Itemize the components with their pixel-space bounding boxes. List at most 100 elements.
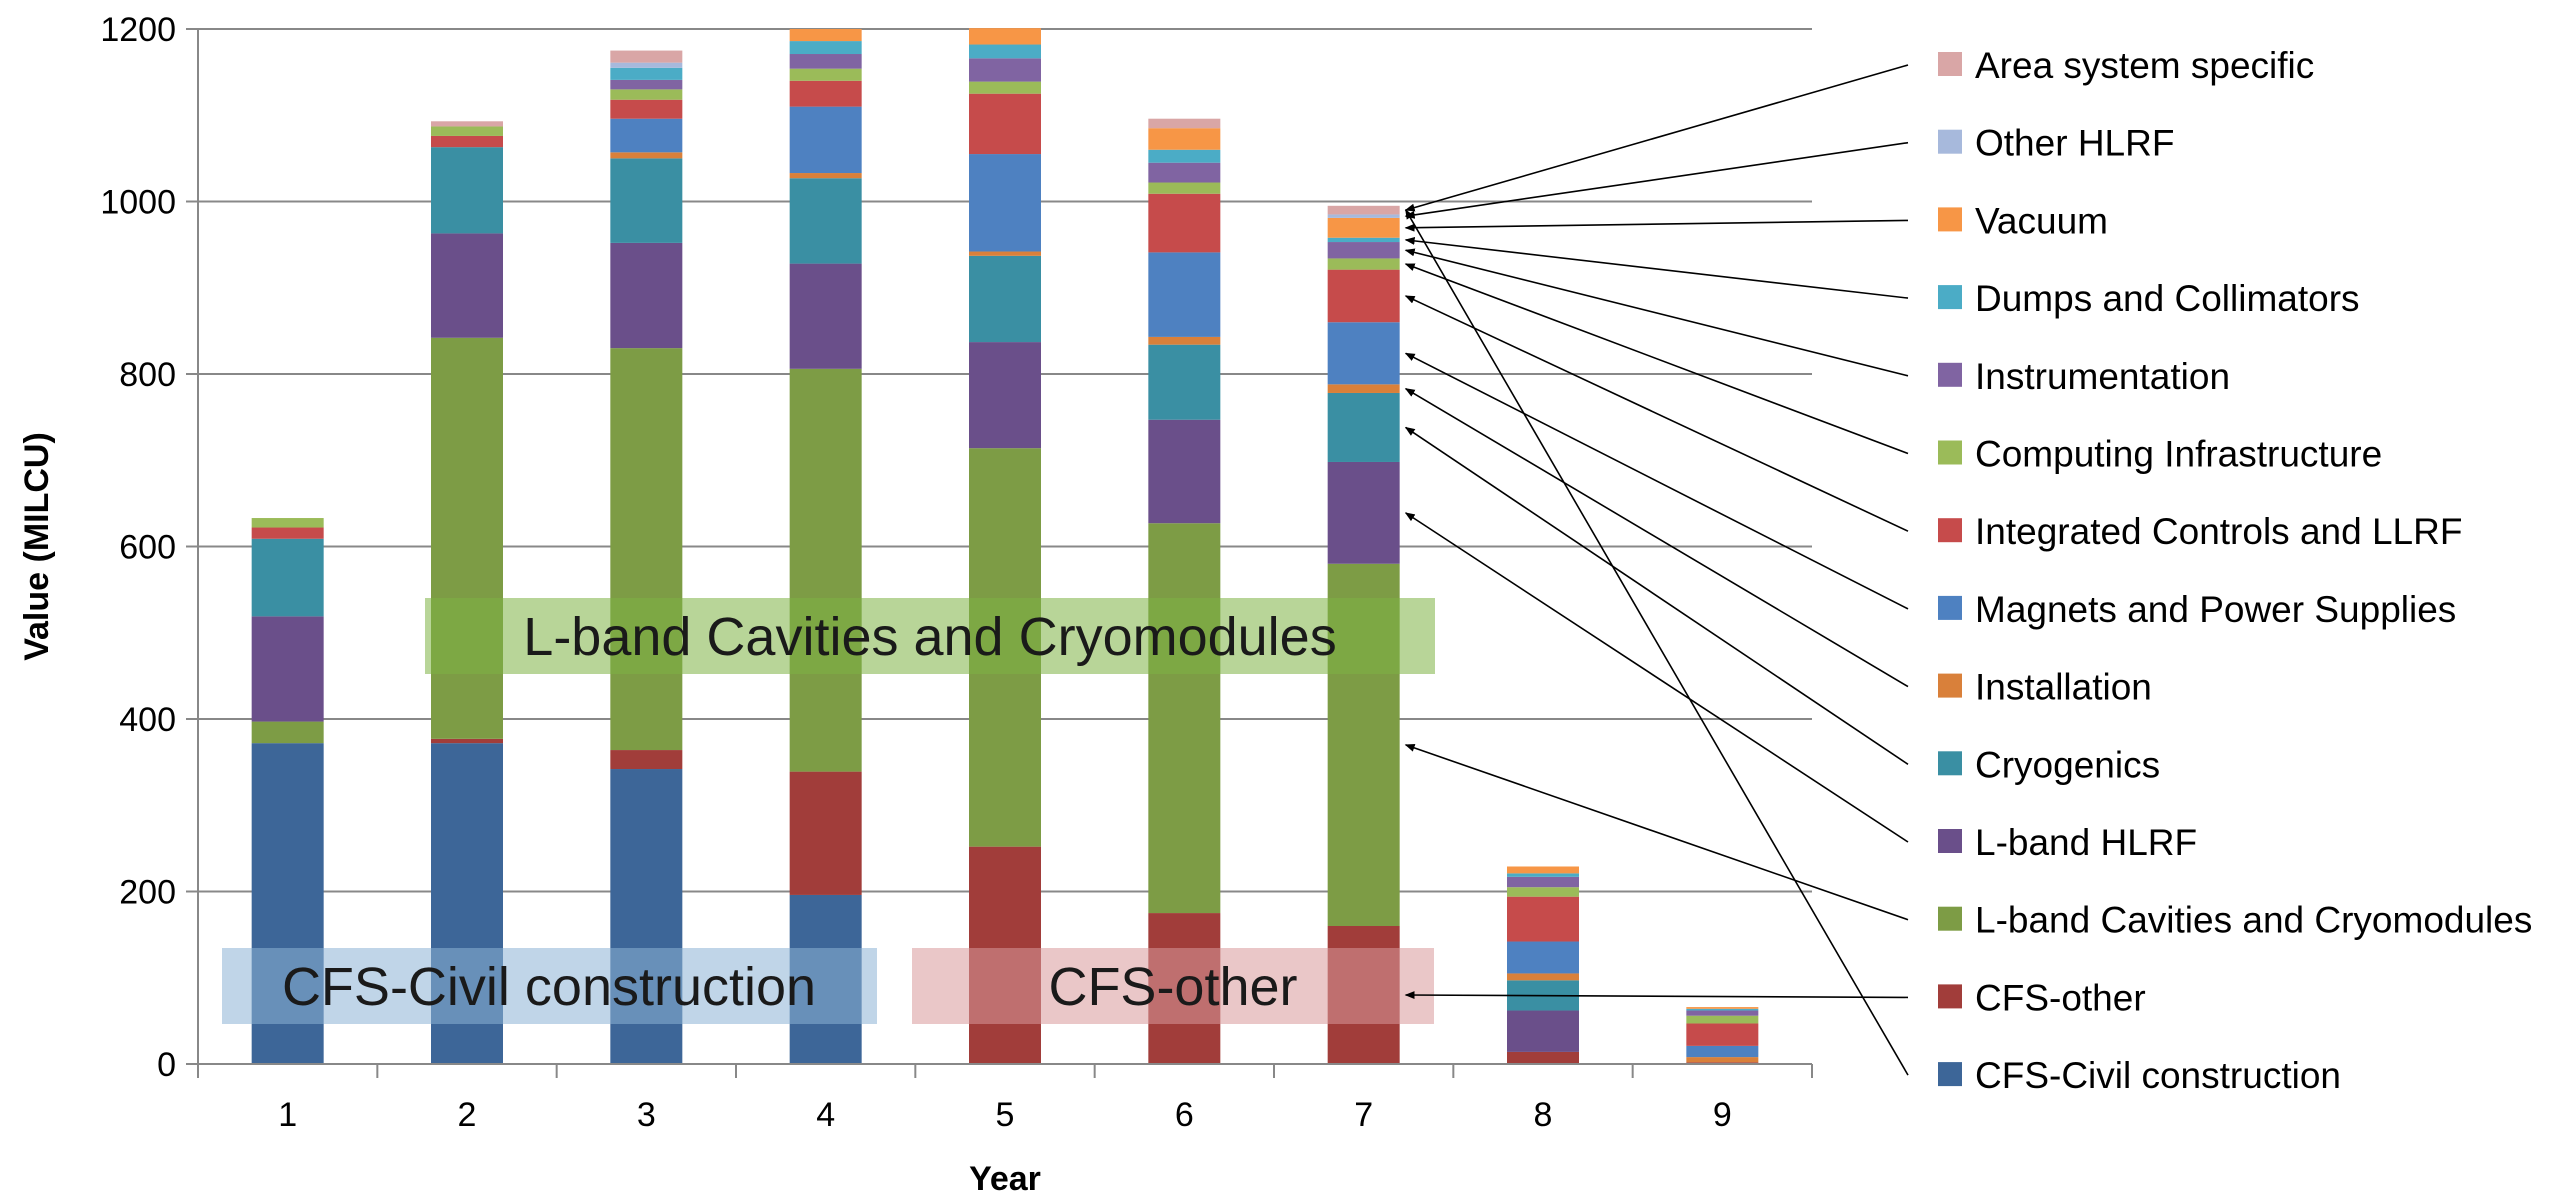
y-tick-label-200: 200 xyxy=(119,874,176,912)
legend-label-integrated-controls-and-llrf: Integrated Controls and LLRF xyxy=(1975,511,2462,552)
bar-segment-cryogenics-year-2 xyxy=(431,147,503,234)
bar-segment-dumps-and-collimators-year-8 xyxy=(1507,873,1579,877)
bar-segment-installation-year-3 xyxy=(610,152,683,159)
legend-swatch-computing-infrastructure xyxy=(1938,440,1962,465)
annotation-box-cfs-other xyxy=(912,948,1434,1024)
bar-segment-integrated-controls-and-llrf-year-4 xyxy=(789,80,862,107)
bar-segment-computing-infrastructure-year-8 xyxy=(1507,887,1579,897)
bar-segment-cryogenics-year-3 xyxy=(610,158,683,243)
bar-segment-computing-infrastructure-year-7 xyxy=(1327,258,1400,270)
bar-segment-area-system-specific-year-7 xyxy=(1327,205,1400,215)
x-tick-label-2: 2 xyxy=(458,1096,477,1134)
x-tick-label-5: 5 xyxy=(996,1096,1015,1134)
bar-segment-l-band-hlrf-year-4 xyxy=(789,263,862,369)
legend-label-other-hlrf: Other HLRF xyxy=(1975,123,2174,164)
bar-segment-computing-infrastructure-year-4 xyxy=(789,68,862,81)
bar-segment-l-band-hlrf-year-6 xyxy=(1148,419,1221,524)
legend-arrow-cryogenics xyxy=(1404,426,1909,765)
y-tick-label-800: 800 xyxy=(119,356,176,394)
x-tick-label-6: 6 xyxy=(1175,1096,1194,1134)
bar-segment-other-hlrf-year-7 xyxy=(1327,214,1400,218)
legend-arrow-installation xyxy=(1404,387,1909,688)
bar-segment-vacuum-year-9 xyxy=(1686,1007,1759,1009)
legend-arrow-dumps-and-collimators xyxy=(1404,236,1909,299)
bar-segment-vacuum-year-4 xyxy=(789,29,862,42)
legend-arrow-other-hlrf xyxy=(1404,141,1909,219)
bar-segment-vacuum-year-7 xyxy=(1327,217,1400,238)
legend-swatch-cryogenics xyxy=(1938,751,1962,776)
bar-segment-l-band-hlrf-year-2 xyxy=(431,233,503,338)
y-tick-label-1200: 1200 xyxy=(100,11,176,49)
x-tick-label-1: 1 xyxy=(278,1096,297,1134)
bar-segment-integrated-controls-and-llrf-year-8 xyxy=(1507,896,1579,942)
bar-segment-cryogenics-year-1 xyxy=(251,538,324,617)
legend-swatch-cfs-other xyxy=(1938,984,1962,1009)
legend-label-magnets-and-power-supplies: Magnets and Power Supplies xyxy=(1975,589,2456,630)
annotation-label-l-band-cavities-and-cryomodules: L-band Cavities and Cryomodules xyxy=(523,607,1336,667)
bar-segment-magnets-and-power-supplies-year-9 xyxy=(1686,1045,1759,1058)
bar-segment-l-band-hlrf-year-3 xyxy=(610,242,683,349)
annotation-label-cfs-other: CFS-other xyxy=(1048,957,1297,1017)
legend-arrow-vacuum xyxy=(1404,219,1909,232)
bar-segment-l-band-hlrf-year-8 xyxy=(1507,1010,1579,1052)
legend-swatch-other-hlrf xyxy=(1938,129,1962,154)
bar-segment-integrated-controls-and-llrf-year-3 xyxy=(610,99,683,119)
bar-segment-computing-infrastructure-year-2 xyxy=(431,126,503,136)
bar-segment-computing-infrastructure-year-5 xyxy=(969,81,1041,94)
bar-segment-cryogenics-year-5 xyxy=(969,255,1041,343)
legend-swatch-vacuum xyxy=(1938,207,1962,232)
y-tick-label-400: 400 xyxy=(119,701,176,739)
bar-segment-other-hlrf-year-3 xyxy=(610,62,683,68)
legend-arrow-integrated-controls-and-llrf xyxy=(1404,295,1909,532)
bar-segment-integrated-controls-and-llrf-year-9 xyxy=(1686,1023,1759,1046)
legend-arrows xyxy=(1404,64,1909,1076)
y-tick-label-600: 600 xyxy=(119,529,176,567)
bar-segment-dumps-and-collimators-year-3 xyxy=(610,67,683,80)
y-axis-title: Value (MILCU) xyxy=(18,432,56,661)
bar-segment-l-band-hlrf-year-5 xyxy=(969,342,1041,449)
x-tick-label-8: 8 xyxy=(1534,1096,1553,1134)
bar-segment-vacuum-year-5 xyxy=(969,28,1041,45)
bar-segment-installation-year-5 xyxy=(969,251,1041,256)
annotation-label-cfs-civil-construction: CFS-Civil construction xyxy=(282,957,816,1017)
y-tick-label-1000: 1000 xyxy=(100,184,176,222)
bar-segment-cryogenics-year-6 xyxy=(1148,344,1221,420)
legend-arrow-cfs-civil-construction xyxy=(1404,208,1909,1076)
legend: Area system specific Other HLRF Vacuum Dump… xyxy=(1938,45,2532,1096)
bar-segment-instrumentation-year-4 xyxy=(789,54,862,69)
bar-segment-computing-infrastructure-year-1 xyxy=(251,518,324,528)
bar-segment-cryogenics-year-4 xyxy=(789,178,862,264)
legend-swatch-cfs-civil-construction xyxy=(1938,1062,1962,1087)
bar-segment-cfs-other-year-3 xyxy=(610,750,683,770)
bar-segment-computing-infrastructure-year-3 xyxy=(610,89,683,100)
legend-arrow-l-band-hlrf xyxy=(1404,512,1909,843)
legend-swatch-l-band-hlrf xyxy=(1938,829,1962,853)
bar-segment-computing-infrastructure-year-6 xyxy=(1148,182,1221,194)
bar-segment-area-system-specific-year-6 xyxy=(1148,118,1221,129)
legend-label-vacuum: Vacuum xyxy=(1975,200,2108,241)
bar-segment-installation-year-4 xyxy=(789,173,862,179)
legend-label-installation: Installation xyxy=(1975,667,2152,708)
legend-label-computing-infrastructure: Computing Infrastructure xyxy=(1975,434,2382,475)
bar-segment-l-band-cavities-and-cryomodules-year-4 xyxy=(789,368,862,772)
legend-label-cfs-civil-construction: CFS-Civil construction xyxy=(1975,1055,2341,1096)
bar-segment-magnets-and-power-supplies-year-6 xyxy=(1148,252,1221,337)
x-axis-title: Year xyxy=(969,1160,1041,1198)
bar-segment-l-band-hlrf-year-1 xyxy=(251,616,324,722)
legend-arrow-magnets-and-power-supplies xyxy=(1404,352,1909,610)
legend-label-cfs-other: CFS-other xyxy=(1975,977,2146,1018)
bar-segment-instrumentation-year-8 xyxy=(1507,876,1579,888)
legend-arrow-instrumentation xyxy=(1404,248,1909,377)
legend-arrow-cfs-other xyxy=(1404,991,1909,1000)
bar-segment-installation-year-8 xyxy=(1507,973,1579,981)
legend-swatch-l-band-cavities-and-cryomodules xyxy=(1938,906,1962,931)
bar-segment-integrated-controls-and-llrf-year-1 xyxy=(251,527,324,539)
bar-segment-instrumentation-year-6 xyxy=(1148,162,1221,183)
bars xyxy=(251,28,1759,1064)
legend-swatch-magnets-and-power-supplies xyxy=(1938,595,1962,620)
legend-label-l-band-cavities-and-cryomodules: L-band Cavities and Cryomodules xyxy=(1975,900,2532,941)
bar-segment-l-band-cavities-and-cryomodules-year-6 xyxy=(1148,523,1221,914)
bar-segment-vacuum-year-8 xyxy=(1507,866,1579,874)
